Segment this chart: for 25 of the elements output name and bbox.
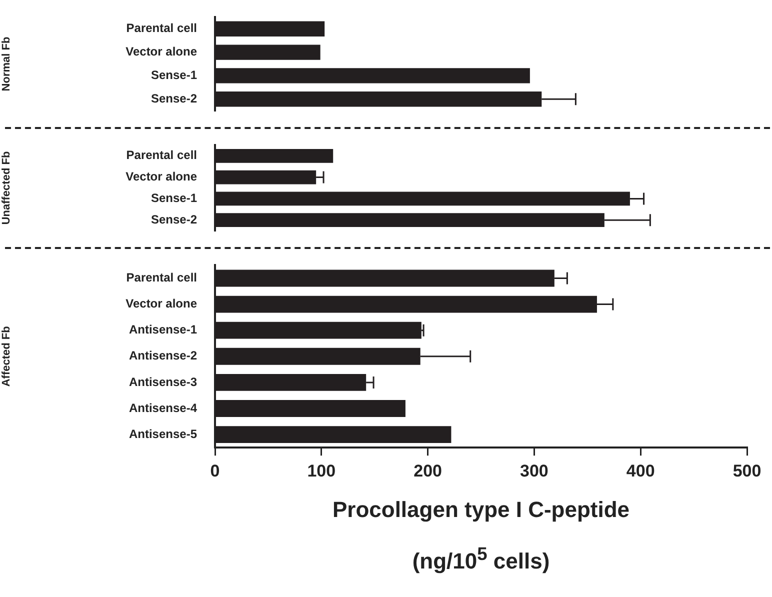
x-tick-label: 500	[732, 461, 762, 480]
y-tick-label: Vector alone	[126, 296, 198, 311]
y-tick-label: Antisense-5	[128, 426, 198, 441]
y-tick-label: Parental cell	[126, 21, 197, 36]
x-tick-label: 400	[626, 461, 655, 480]
y-tick-label: Antisense-3	[128, 374, 198, 389]
x-tick-label: 200	[414, 461, 442, 480]
y-tick-label: Sense-2	[150, 212, 198, 226]
y-tick-label: Sense-1	[150, 191, 198, 206]
y-tick-label: Sense-1	[150, 68, 198, 82]
y-tick-label: Antisense-4	[128, 400, 198, 415]
y-axis-title: Affected Fb	[0, 326, 13, 387]
y-axis-title: Normal Fb	[0, 36, 13, 92]
y-tick-label: Parental cell	[126, 270, 197, 285]
y-tick-label: Parental cell	[126, 148, 197, 162]
x-tick-label: 300	[520, 461, 548, 480]
y-tick-label: Antisense-2	[128, 348, 198, 363]
y-tick-label: Vector alone	[126, 44, 198, 59]
y-axis-title: Unaffected Fb	[0, 151, 13, 225]
x-axis-title: Procollagen type I C-peptide (ng/10$^{5}$ cells)	[331, 496, 631, 576]
x-tick-label: 0	[210, 461, 220, 480]
y-tick-label: Sense-2	[150, 91, 198, 106]
y-tick-label: Antisense-1	[128, 322, 198, 337]
y-tick-label: Vector alone	[126, 170, 198, 184]
x-tick-label: 100	[307, 461, 336, 480]
